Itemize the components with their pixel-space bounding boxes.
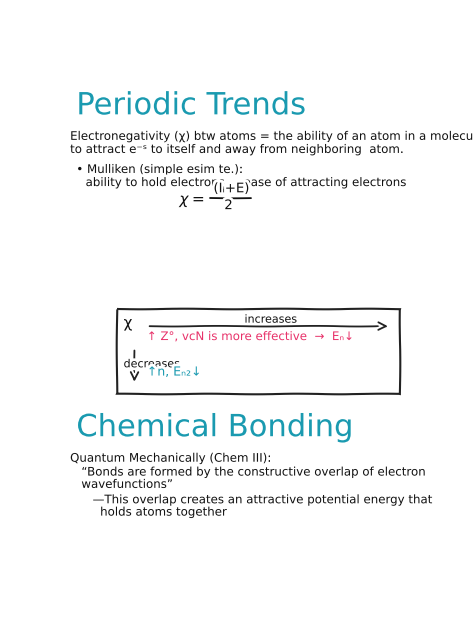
Text: 2: 2 [224,199,233,212]
Text: Electronegativity (χ) btw atoms = the ability of an atom in a molecule: Electronegativity (χ) btw atoms = the ab… [70,130,474,143]
Text: χ: χ [124,316,132,330]
Text: increases: increases [245,314,297,325]
Text: —This overlap creates an attractive potential energy that: —This overlap creates an attractive pote… [70,494,434,507]
Text: ability to hold electrons     ease of attracting electrons: ability to hold electrons ease of attrac… [86,176,408,189]
Bar [118,309,400,394]
Text: $\chi_{\!}$ =: $\chi_{\!}$ = [179,193,206,209]
Text: “Bonds are formed by the constructive overlap of electron: “Bonds are formed by the constructive ov… [70,466,426,479]
Text: decreases: decreases [124,360,180,370]
Text: ↑ Z°, vcN is more effective  →  Eₙ↓: ↑ Z°, vcN is more effective → Eₙ↓ [147,330,354,343]
Text: wavefunctions”: wavefunctions” [70,478,173,491]
Text: holds atoms together: holds atoms together [70,505,227,518]
Text: Quantum Mechanically (Chem III):: Quantum Mechanically (Chem III): [70,452,271,465]
Text: Chemical Bonding: Chemical Bonding [76,413,353,442]
Text: • Mulliken (simple esim te.):: • Mulliken (simple esim te.): [76,163,244,176]
Text: to attract e⁻ˢ to itself and away from neighboring  atom.: to attract e⁻ˢ to itself and away from n… [70,143,405,156]
Text: ↑n, Eₙ₂↓: ↑n, Eₙ₂↓ [147,366,201,379]
Text: (Iᵢ+E): (Iᵢ+E) [213,182,249,195]
Text: Periodic Trends: Periodic Trends [76,91,305,120]
